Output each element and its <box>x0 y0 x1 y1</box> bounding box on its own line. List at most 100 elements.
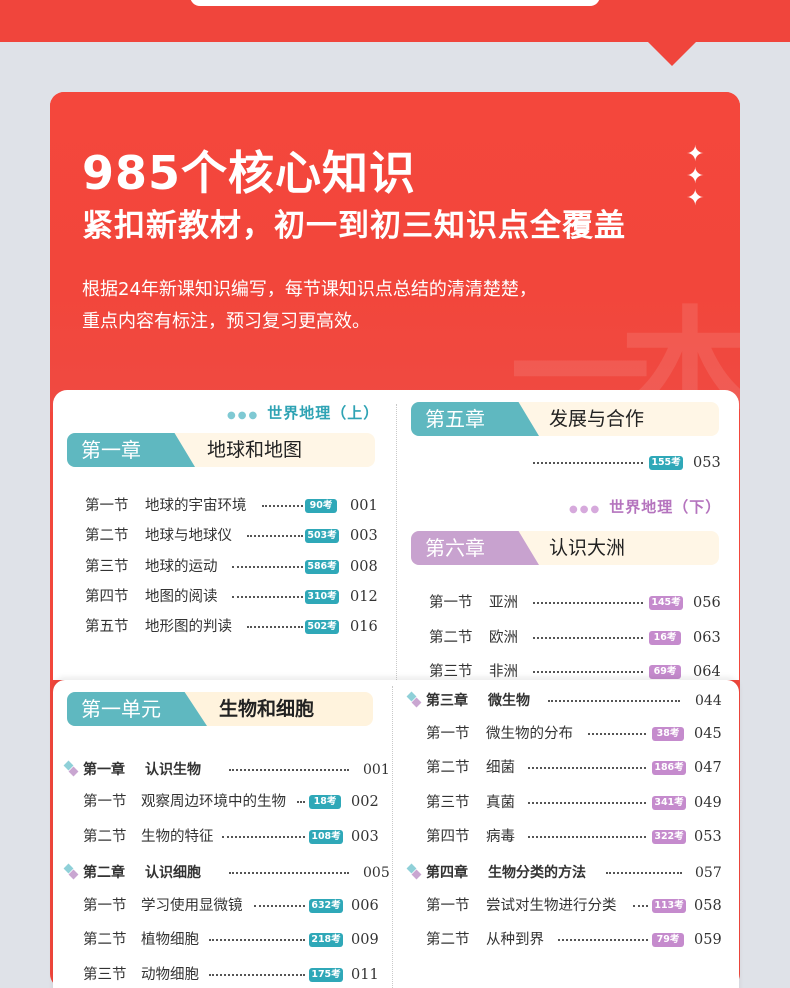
exam-count-badge: 175考 <box>309 967 343 982</box>
hero-desc-line-2: 重点内容有标注，预习复习更高效。 <box>82 311 370 332</box>
chapter-tag: 第一章 <box>67 433 195 467</box>
chapter-tag: 第五章 <box>411 402 539 436</box>
section-title: 非洲 <box>489 664 518 681</box>
list-item: 第三节 非洲 69考 064 <box>429 660 721 684</box>
list-item: 第一节 地球的宇宙环境 90考 001 <box>85 494 378 518</box>
page-number: 005 <box>363 865 390 881</box>
exam-count-badge: 145考 <box>649 596 683 610</box>
list-item: 第四节 地图的阅读 310考 012 <box>85 585 378 609</box>
section-number: 第四节 <box>85 588 129 605</box>
section-number: 第一节 <box>426 898 470 914</box>
unit-header-1: 第一单元 生物和细胞 <box>67 692 373 726</box>
chapter-name: 发展与合作 <box>549 408 645 430</box>
section-number: 第二节 <box>83 932 127 949</box>
page-number: 058 <box>694 898 722 914</box>
section-title: 真菌 <box>486 794 515 811</box>
list-item: 第一节 亚洲 145考 056 <box>429 591 721 615</box>
chapter-header-5: 第五章 发展与合作 <box>411 402 719 436</box>
section-title: 欧洲 <box>489 629 518 646</box>
page-number: 001 <box>350 498 378 514</box>
page-number: 056 <box>693 595 721 611</box>
section-title: 地球与地球仪 <box>145 528 232 545</box>
section-number: 第一节 <box>83 898 127 914</box>
chapter-name: 地球和地图 <box>207 439 303 461</box>
exam-count-badge: 586考 <box>305 559 339 574</box>
sparkle-icon: ✦ ✦ ✦ <box>686 142 705 211</box>
exam-count-badge: 38考 <box>652 727 684 741</box>
volume-label-lower: ●●● 世界地理（下） <box>569 498 722 516</box>
chapter-number: 第二章 <box>83 865 125 881</box>
chapter-title: 认识细胞 <box>145 865 201 881</box>
list-item: 第二节 地球与地球仪 503考 003 <box>85 524 378 548</box>
page-number: 049 <box>694 794 722 811</box>
list-item: 第四节 病毒 322考 053 <box>426 825 722 849</box>
top-banner <box>0 0 790 42</box>
exam-count-badge: 16考 <box>649 630 681 645</box>
list-item: 第一节 尝试对生物进行分类 113考 058 <box>426 894 722 918</box>
chapter-title: 认识生物 <box>145 762 201 778</box>
exam-count-badge: 18考 <box>309 795 341 809</box>
list-item: 第二节 细菌 186考 047 <box>426 756 722 780</box>
section-title: 细菌 <box>486 760 515 777</box>
page-number: 064 <box>693 664 721 681</box>
section-number: 第四节 <box>426 828 470 845</box>
column-divider <box>396 404 397 680</box>
page-number: 053 <box>693 455 721 471</box>
page-number: 003 <box>350 528 378 545</box>
chapter-tag: 第六章 <box>411 531 539 565</box>
list-item: 第一节 学习使用显微镜 632考 006 <box>83 894 379 918</box>
page-number: 045 <box>694 726 722 742</box>
geography-toc-panel: ●●● 世界地理（上） 第一章 地球和地图 第一节 地球的宇宙环境 90考 001 第二节… <box>53 390 739 680</box>
exam-count-badge: 341考 <box>652 795 686 810</box>
exam-count-badge: 90考 <box>305 499 337 513</box>
section-number: 第二节 <box>426 932 470 949</box>
page-number: 008 <box>350 558 378 575</box>
section-title: 病毒 <box>486 828 515 845</box>
section-title: 微生物的分布 <box>486 726 573 742</box>
page-number: 053 <box>694 828 722 845</box>
diamond-bullet-icon <box>406 691 422 709</box>
section-title: 植物细胞 <box>141 932 199 949</box>
chapter-row: 第四章 生物分类的方法 057 <box>406 861 722 885</box>
list-item: 第二节 从种到界 79考 059 <box>426 928 722 952</box>
list-item: 第二节 生物的特征 108考 003 <box>83 825 379 849</box>
exam-count-badge: 79考 <box>652 933 684 948</box>
exam-count-badge: 108考 <box>309 829 343 844</box>
section-title: 地球的宇宙环境 <box>145 498 247 514</box>
chapter-number: 第一章 <box>83 762 125 778</box>
list-item: 第二节 植物细胞 218考 009 <box>83 928 379 952</box>
hero-desc-line-1: 根据24年新课知识编写，每节课知识点总结的清清楚楚， <box>82 279 537 300</box>
page-number: 012 <box>350 588 378 605</box>
page-number: 001 <box>363 762 390 778</box>
list-item: 第一节 观察周边环境中的生物 18考 002 <box>83 790 379 814</box>
section-number: 第二节 <box>429 629 473 646</box>
page-number: 044 <box>695 693 722 709</box>
section-number: 第三节 <box>426 794 470 811</box>
exam-count-badge: 218考 <box>309 933 343 948</box>
section-number: 第一节 <box>429 595 473 611</box>
page-number: 003 <box>351 828 379 845</box>
exam-count-badge: 155考 <box>649 456 683 470</box>
diamond-bullet-icon <box>63 760 79 778</box>
section-title: 从种到界 <box>486 932 544 949</box>
exam-count-badge: 113考 <box>652 899 686 913</box>
top-pill-decoration <box>190 0 600 6</box>
list-item: 第一节 微生物的分布 38考 045 <box>426 722 722 746</box>
page-number: 006 <box>351 898 379 914</box>
section-number: 第二节 <box>426 760 470 777</box>
exam-count-badge: 502考 <box>305 620 339 635</box>
section-number: 第三节 <box>85 558 129 575</box>
page-number: 011 <box>351 966 379 983</box>
chapter-row: 第一章 认识生物 001 <box>63 758 390 782</box>
list-item: 第三节 动物细胞 175考 011 <box>83 963 379 987</box>
section-title: 观察周边环境中的生物 <box>141 794 286 810</box>
section-title: 亚洲 <box>489 595 518 611</box>
section-title: 地形图的判读 <box>145 619 232 636</box>
chapter-title: 微生物 <box>488 693 530 709</box>
exam-count-badge: 632考 <box>309 899 343 913</box>
section-number: 第一节 <box>426 726 470 742</box>
section-title: 学习使用显微镜 <box>141 898 243 914</box>
unit-tag: 第一单元 <box>67 692 207 726</box>
chapter-header-1: 第一章 地球和地图 <box>67 433 375 467</box>
diamond-bullet-icon <box>63 863 79 881</box>
